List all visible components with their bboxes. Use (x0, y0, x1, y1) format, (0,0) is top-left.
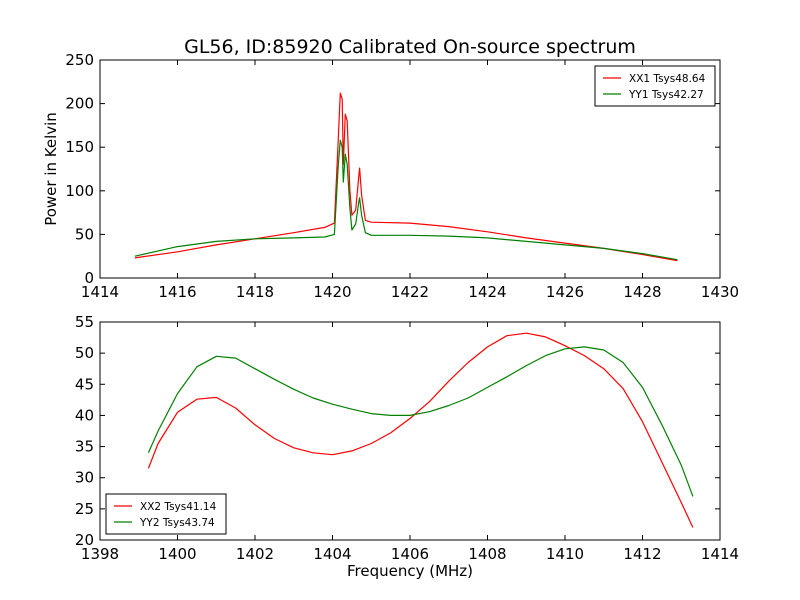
bottom-panel: 1398 1400 1402 1404 1406 1408 1410 1412 1414 20 25… (75, 313, 739, 580)
x-tick-label: 1412 (623, 545, 661, 563)
chart-title: GL56, ID:85920 Calibrated On-source spec… (184, 36, 636, 58)
x-tick-label: 1408 (468, 545, 506, 563)
y-tick-label: 45 (75, 375, 94, 393)
legend-label: YY1 Tsys42.27 (628, 89, 704, 101)
x-tick-label: 1418 (236, 283, 274, 301)
y-tick-label: 30 (75, 469, 94, 487)
y-tick-label: 250 (65, 51, 94, 69)
y-tick-label: 40 (75, 406, 94, 424)
x-tick-label: 1426 (546, 283, 584, 301)
y-tick-label: 0 (84, 269, 94, 287)
x-tick-label: 1402 (236, 545, 274, 563)
x-tick-label: 1410 (546, 545, 584, 563)
y-tick-label: 200 (65, 95, 94, 113)
y-tick-label: 35 (75, 438, 94, 456)
x-tick-label: 1430 (701, 283, 739, 301)
y-tick-label: 50 (75, 225, 94, 243)
y-tick-label: 100 (65, 182, 94, 200)
x-axis-label: Frequency (MHz) (347, 562, 473, 580)
y-tick-label: 25 (75, 500, 94, 518)
x-tick-label: 1424 (468, 283, 506, 301)
x-tick-label: 1428 (623, 283, 661, 301)
y-tick-label: 20 (75, 531, 94, 549)
y-tick-label: 55 (75, 313, 94, 331)
x-tick-label: 1404 (313, 545, 351, 563)
y-tick-label: 50 (75, 344, 94, 362)
x-tick-label: 1420 (313, 283, 351, 301)
series-line-2 (134, 139, 678, 261)
series-line-1 (147, 332, 694, 528)
x-tick-label: 1400 (158, 545, 196, 563)
legend-box (105, 493, 227, 535)
x-tick-label: 1406 (391, 545, 429, 563)
legend-label: YY2 Tsys43.74 (139, 517, 215, 529)
x-tick-label: 1422 (391, 283, 429, 301)
x-tick-label: 1414 (701, 545, 739, 563)
x-tick-label: 1398 (81, 545, 119, 563)
x-tick-label: 1416 (158, 283, 196, 301)
y-axis-label: Power in Kelvin (42, 112, 60, 226)
top-panel: 1414 1416 1418 1420 1422 1424 1426 1428 1430 0 50 1… (42, 51, 739, 301)
legend-label: XX2 Tsys41.14 (140, 501, 217, 513)
series-line-2 (147, 346, 694, 497)
legend-box (594, 65, 716, 107)
series-line-1 (134, 92, 678, 262)
legend-label: XX1 Tsys48.64 (629, 73, 706, 85)
x-tick-label: 1414 (81, 283, 119, 301)
y-tick-label: 150 (65, 138, 94, 156)
